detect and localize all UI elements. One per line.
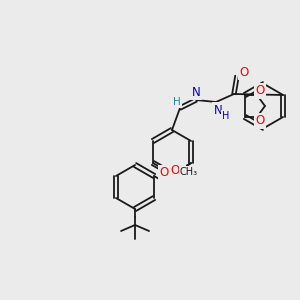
Text: O: O xyxy=(170,164,180,178)
Text: O: O xyxy=(255,85,265,98)
Text: H: H xyxy=(222,111,230,121)
Text: O: O xyxy=(255,115,265,128)
Text: O: O xyxy=(239,65,249,79)
Text: CH₃: CH₃ xyxy=(180,167,198,177)
Text: N: N xyxy=(214,103,222,116)
Text: O: O xyxy=(159,167,169,179)
Text: O: O xyxy=(175,167,184,179)
Text: H: H xyxy=(173,97,181,107)
Text: N: N xyxy=(192,85,200,98)
